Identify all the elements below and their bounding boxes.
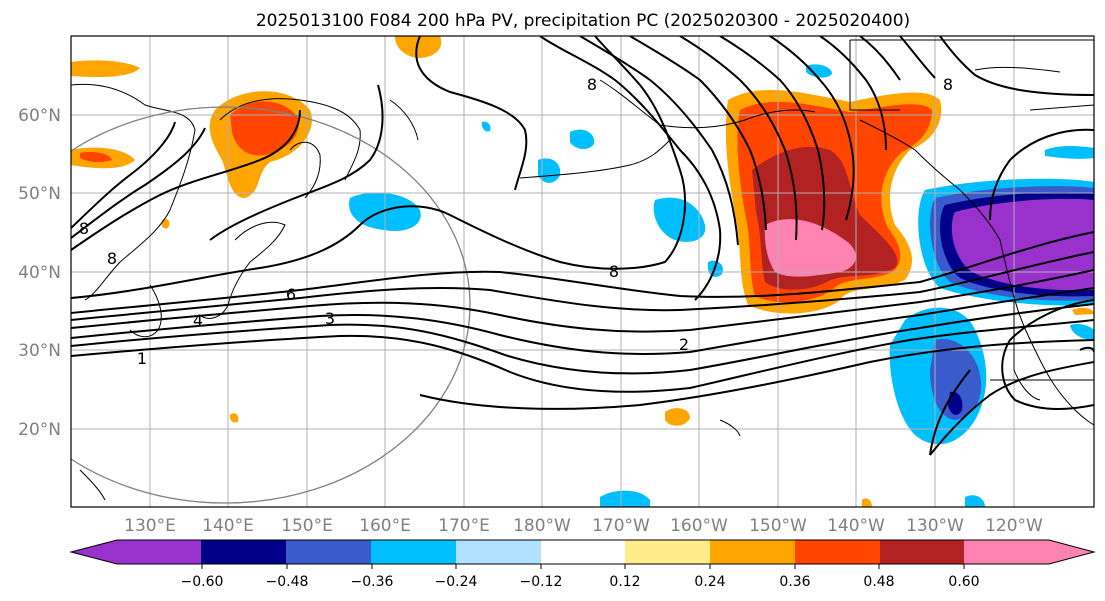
colorbar-tick-label: 0.36 (779, 574, 810, 590)
lat-tick-label: 50°N (18, 184, 61, 204)
lon-tick-label: 120°W (985, 516, 1043, 536)
colorbar-segment (541, 540, 627, 564)
colorbar-tick-label: 0.48 (863, 574, 894, 590)
lat-tick-label: 30°N (18, 341, 61, 361)
colorbar-segment (456, 540, 542, 564)
colorbar-segment (116, 540, 202, 564)
colorbar-segment (795, 540, 881, 564)
lon-tick-label: 130°W (906, 516, 964, 536)
lon-tick-label: 170°E (438, 516, 490, 536)
lat-tick-label: 60°N (18, 106, 61, 126)
contour-label: 8 (79, 219, 89, 238)
lon-tick-label: 160°W (670, 516, 728, 536)
colorbar-segment (71, 540, 117, 564)
contour-label: 8 (943, 75, 953, 94)
figure-title: 2025013100 F084 200 hPa PV, precipitatio… (256, 11, 910, 31)
colorbar-tick-label: −0.36 (351, 574, 394, 590)
contour-label: 8 (609, 262, 619, 281)
colorbar-segment (964, 540, 1050, 564)
contour-label: 8 (107, 249, 117, 268)
lon-tick-label: 130°E (124, 516, 176, 536)
contour-label: 4 (193, 311, 203, 330)
map-panel: 8 8 6 3 4 1 8 2 8 8 (71, 36, 1094, 507)
contour-label: 2 (679, 335, 689, 354)
colorbar-outline (69, 539, 1096, 565)
colorbar-segment (1049, 540, 1094, 564)
colorbar-tick-label: −0.48 (266, 574, 309, 590)
lon-tick-label: 150°E (281, 516, 333, 536)
colorbar-segment (371, 540, 457, 564)
colorbar-tick-label: 0.12 (609, 574, 640, 590)
lon-tick-label: 140°W (827, 516, 885, 536)
colorbar-tick-label: −0.24 (435, 574, 478, 590)
lat-tick-label: 20°N (18, 420, 61, 440)
lon-tick-label: 140°E (202, 516, 254, 536)
lon-tick-label: 160°E (359, 516, 411, 536)
colorbar-tick-label: 0.24 (694, 574, 725, 590)
lon-tick-label: 180°W (513, 516, 571, 536)
great-circle-outline (71, 106, 471, 504)
latitude-labels: 60°N 50°N 40°N 30°N 20°N (18, 106, 61, 440)
colorbar-segment (710, 540, 796, 564)
contour-label: 1 (137, 349, 147, 368)
colorbar-tick-label: −0.60 (181, 574, 224, 590)
pv-contours (71, 36, 1094, 456)
colorbar: −0.60 −0.48 −0.36 −0.24 −0.12 0.12 0.24 … (69, 539, 1096, 590)
lon-tick-label: 150°W (749, 516, 807, 536)
contour-label: 8 (587, 75, 597, 94)
colorbar-tick-label: −0.12 (520, 574, 563, 590)
colorbar-tick-label: 0.60 (948, 574, 979, 590)
lon-tick-label: 170°W (592, 516, 650, 536)
contour-label: 3 (325, 309, 335, 328)
lat-tick-label: 40°N (18, 263, 61, 283)
colorbar-segment (201, 540, 287, 564)
contour-labels: 8 8 6 3 4 1 8 2 8 8 (79, 75, 953, 368)
longitude-labels: 130°E 140°E 150°E 160°E 170°E 180°W 170°… (124, 516, 1043, 536)
colorbar-segment (880, 540, 965, 564)
colorbar-segment (625, 540, 711, 564)
map-frame (70, 35, 1095, 508)
contour-label: 6 (286, 285, 296, 304)
colorbar-segment (286, 540, 372, 564)
